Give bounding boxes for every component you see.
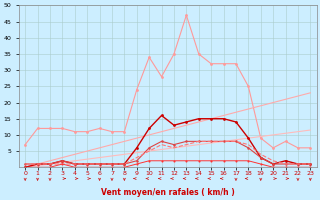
X-axis label: Vent moyen/en rafales ( km/h ): Vent moyen/en rafales ( km/h ) [101, 188, 235, 197]
